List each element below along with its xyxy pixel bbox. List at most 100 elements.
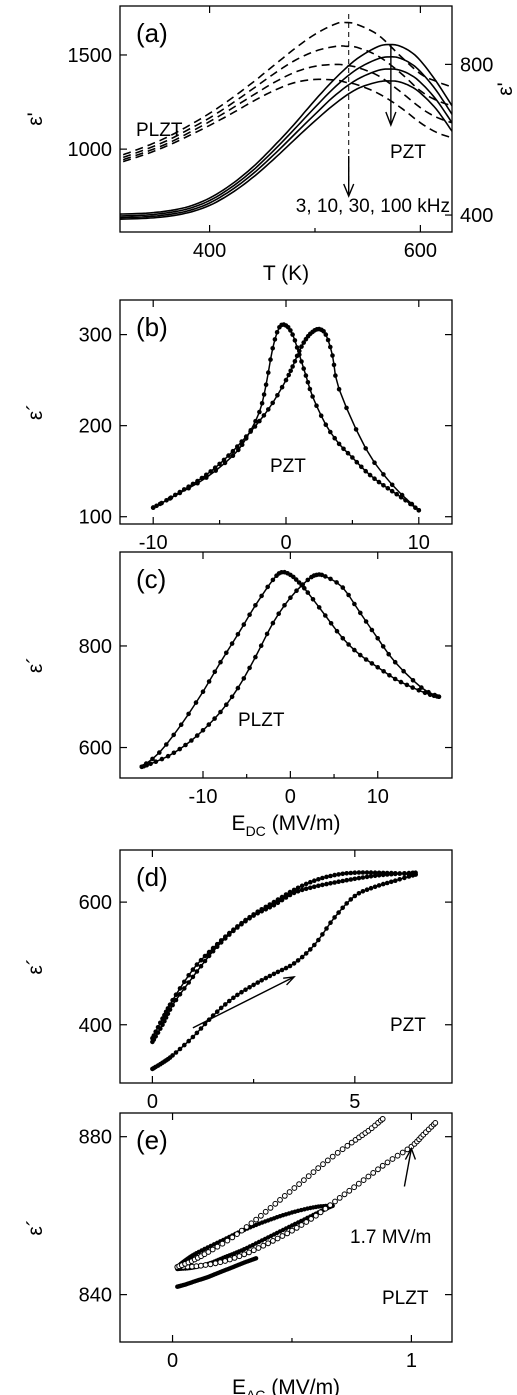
data-point <box>323 422 329 428</box>
data-point <box>384 880 390 886</box>
data-point <box>332 435 338 441</box>
data-point <box>198 963 204 969</box>
data-point <box>190 481 196 487</box>
data-point <box>208 469 213 474</box>
data-point-open <box>298 1222 305 1228</box>
data-point <box>186 711 191 717</box>
data-point <box>324 881 329 887</box>
data-point <box>275 393 280 398</box>
data-point <box>288 595 293 600</box>
data-point <box>305 380 311 385</box>
data-point <box>231 995 236 1001</box>
data-point <box>364 870 370 875</box>
data-point <box>303 881 309 887</box>
data-point <box>344 901 350 906</box>
data-point <box>270 577 276 583</box>
data-point <box>419 685 424 690</box>
data-point <box>323 574 328 579</box>
data-point <box>344 871 350 876</box>
data-point <box>376 479 382 485</box>
data-point <box>186 980 191 985</box>
panel-c: -10 0 10 600 800 ε´ (c) EDC (MV/m) PLZT <box>24 551 453 839</box>
data-point <box>253 603 258 608</box>
data-point <box>243 918 248 924</box>
data-point <box>226 453 231 458</box>
plot-frame <box>119 849 453 1084</box>
data-point <box>368 874 374 879</box>
data-point-open <box>202 1262 209 1268</box>
data-point <box>210 948 216 954</box>
y-tick-label: 200 <box>79 416 112 438</box>
data-point <box>367 472 373 478</box>
data-point <box>436 694 442 699</box>
data-point-open <box>341 1191 348 1198</box>
data-point <box>263 382 269 388</box>
x-axis-label: T (K) <box>263 262 309 285</box>
data-point-open <box>281 1193 288 1199</box>
series-4 <box>174 1120 439 1270</box>
data-point <box>348 870 354 876</box>
data-point <box>368 885 374 891</box>
data-point-open <box>277 1197 283 1203</box>
data-point <box>295 958 301 963</box>
data-point <box>198 1026 204 1031</box>
data-point <box>385 486 391 491</box>
data-point <box>255 980 260 985</box>
data-point <box>294 353 300 359</box>
data-point <box>375 636 381 641</box>
data-point <box>243 987 248 992</box>
data-point-open <box>270 1238 276 1244</box>
x-tick-label: 0 <box>167 1350 178 1372</box>
data-point <box>389 488 395 494</box>
data-point <box>401 668 406 674</box>
data-point <box>356 891 362 896</box>
data-point <box>323 332 329 337</box>
data-point <box>340 585 346 590</box>
data-point <box>363 446 369 451</box>
data-point-open <box>360 1177 367 1183</box>
data-point <box>297 348 302 354</box>
data-point <box>299 954 305 960</box>
data-point-open <box>324 1157 331 1164</box>
data-point <box>251 913 256 918</box>
data-point <box>266 370 271 375</box>
data-point <box>303 951 309 956</box>
data-point <box>398 679 404 685</box>
data-point <box>332 915 337 920</box>
data-point <box>380 872 386 878</box>
data-point-open <box>317 1209 324 1216</box>
y-tick-label: 600 <box>79 892 112 914</box>
plot-frame <box>119 1112 453 1343</box>
data-point <box>182 986 187 991</box>
data-point <box>348 897 354 902</box>
data-point-open <box>248 1220 255 1227</box>
pzt-label: PZT <box>390 142 426 163</box>
data-point <box>389 879 394 885</box>
data-point-open <box>253 1216 260 1223</box>
data-point <box>312 884 317 890</box>
data-point <box>265 584 271 590</box>
x-tick-label: 10 <box>408 532 430 554</box>
data-point <box>384 872 390 877</box>
data-point-open <box>432 1120 439 1126</box>
data-point <box>266 407 271 412</box>
data-point <box>214 1009 220 1014</box>
data-point-open <box>212 1260 219 1267</box>
data-point <box>283 895 289 900</box>
data-point <box>253 1256 259 1261</box>
data-point <box>328 920 333 925</box>
data-point <box>170 1002 175 1008</box>
data-point-open <box>320 1161 326 1168</box>
series-line-2 <box>152 328 420 511</box>
data-point <box>259 401 265 406</box>
data-point-open <box>255 1245 262 1251</box>
data-point <box>432 692 438 698</box>
data-point <box>230 448 236 454</box>
plzt-label: PLZT <box>136 120 183 141</box>
series-1 <box>175 1256 259 1289</box>
data-point <box>171 732 176 738</box>
data-point-open <box>334 1149 341 1156</box>
data-point-open <box>370 1170 377 1176</box>
data-point-open <box>327 1202 334 1208</box>
